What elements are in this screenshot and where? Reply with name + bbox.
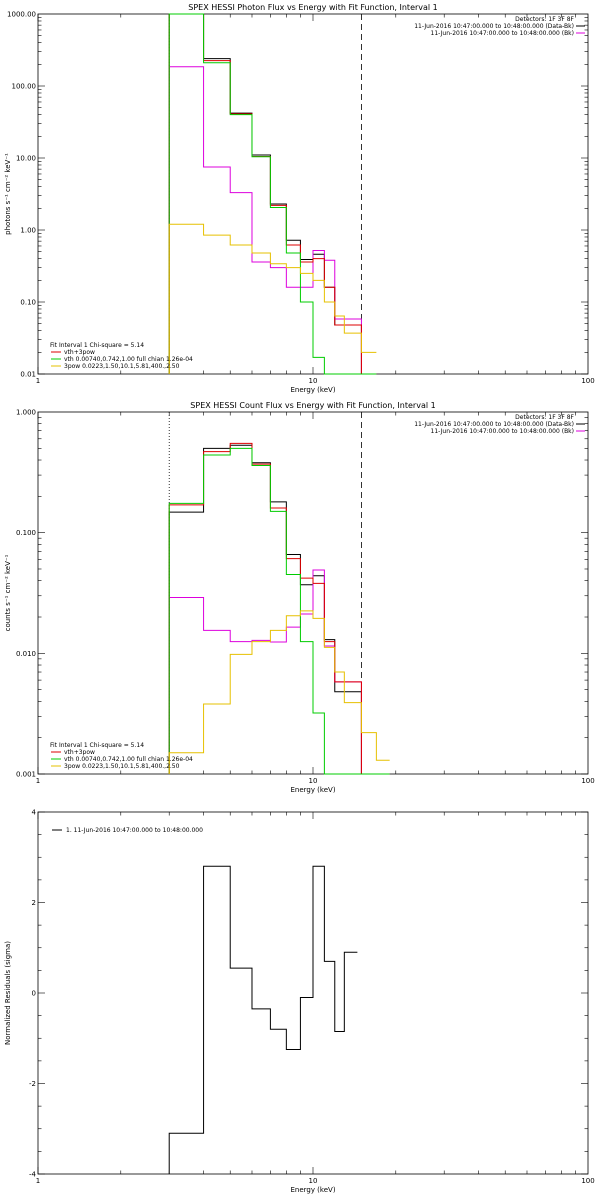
legend-entry: 11-Jun-2016 10:47:00.000 to 10:48:00.000… [414,421,574,428]
legend-bottom: Fit Interval 1 Chi-square = 5.14vth+3pow… [50,342,193,370]
series-line-vth [168,13,377,375]
y-tick-label: 4 [32,809,37,817]
y-axis: 4 2 0 -2 -4 Normalized Residuals (sigma) [4,809,588,1179]
series-line-bk [168,569,390,775]
y-tick-label: 10.00 [16,155,36,163]
series-line-1-11-jun-2016-10-47-00-000-to-10-48-00-000 [168,865,358,1174]
x-tick-label: 10 [309,1177,318,1185]
y-tick-label: 0.010 [16,650,36,658]
y-axis-label: Normalized Residuals (sigma) [4,941,12,1045]
series-line-data-bk [168,444,390,775]
series-line-vth [168,447,390,775]
legend-top: 1. 11-Jun-2016 10:47:00.000 to 10:48:00.… [52,827,203,834]
y-tick-label: 1000.00 [7,11,36,19]
legend-entry: vth 0.00740,0.742,1.00 full chian 1.26e-… [64,756,193,763]
x-tick-label: 1 [36,377,40,385]
y-tick-label: 0.001 [16,771,36,779]
y-tick-label: -2 [29,1080,36,1088]
legend-entry: 11-Jun-2016 10:47:00.000 to 10:48:00.000… [414,23,574,30]
y-tick-label: 0.100 [16,529,36,537]
y-axis-label: counts s⁻¹ cm⁻² keV⁻¹ [4,554,12,631]
series-line-3pow [168,610,390,774]
x-tick-label: 100 [581,777,594,785]
y-axis: 1000.00 100.00 10.00 1.00 0.10 0.01 photons s⁻… [4,11,588,379]
x-axis-label: Energy (keV) [290,786,335,794]
x-axis: 1 10 100 Energy (keV) [36,14,595,394]
chart-panel-2: SPEX HESSI Count Flux vs Energy with Fit… [4,401,595,794]
x-tick-label: 10 [309,777,318,785]
chart-panel-1: SPEX HESSI Photon Flux vs Energy with Fi… [4,3,595,394]
series-line-data-bk [168,13,377,375]
legend-entry: Fit Interval 1 Chi-square = 5.14 [50,742,144,749]
x-tick-label: 100 [581,1177,594,1185]
legend-entry: vth+3pow [64,349,95,356]
x-axis: 1 10 100 Energy (keV) [36,412,595,794]
y-tick-label: 1.00 [20,227,36,235]
series-line-vth-3pow [168,442,390,775]
y-tick-label: 2 [32,899,36,907]
legend-entry: 1. 11-Jun-2016 10:47:00.000 to 10:48:00.… [66,827,203,834]
y-tick-label: 0 [32,990,36,998]
series-line-vth-3pow [168,13,377,375]
legend-entry: Detectors: 1F 3F 8F [515,414,574,421]
y-tick-label: 0.10 [20,299,36,307]
legend-entry: Detectors: 1F 3F 8F [515,16,574,23]
x-axis-label: Energy (keV) [290,386,335,394]
x-tick-label: 1 [36,1177,40,1185]
legend-entry: vth+3pow [64,749,95,756]
series-line-bk [168,66,377,375]
x-tick-label: 10 [309,377,318,385]
legend-entry: 3pow 0.0223,1.50,10.1,5.81,400.,2.50 [64,763,180,770]
y-axis-label: photons s⁻¹ cm⁻² keV⁻¹ [4,153,12,235]
legend-entry: vth 0.00740,0.742,1.00 full chian 1.26e-… [64,356,193,363]
legend-entry: 11-Jun-2016 10:47:00.000 to 10:48:00.000… [431,30,574,37]
y-tick-label: 1.000 [16,409,36,417]
series-group [168,13,377,375]
series-group [168,442,390,775]
y-tick-label: 0.01 [20,371,36,379]
y-tick-label: -4 [29,1171,37,1179]
series-line-3pow [168,223,377,374]
chart-title: SPEX HESSI Photon Flux vs Energy with Fi… [188,3,438,12]
series-group [168,865,358,1174]
legend-entry: 11-Jun-2016 10:47:00.000 to 10:48:00.000… [431,428,574,435]
y-axis: 1.000 0.100 0.010 0.001 counts s⁻¹ cm⁻² keV⁻… [4,409,588,779]
legend-entry: 3pow 0.0223,1.50,10.1,5.81,400.,2.50 [64,363,180,370]
chart-panel-3: 1 10 100 Energy (keV) 4 2 0 -2 -4 Normalized Resi… [4,809,595,1195]
x-tick-label: 1 [36,777,40,785]
x-axis: 1 10 100 Energy (keV) [36,812,595,1194]
legend-bottom: Fit Interval 1 Chi-square = 5.14vth+3pow… [50,742,193,770]
x-tick-label: 100 [581,377,594,385]
chart-title: SPEX HESSI Count Flux vs Energy with Fit… [190,401,435,410]
y-tick-label: 100.00 [12,83,37,91]
x-axis-label: Energy (keV) [290,1186,335,1194]
legend-entry: Fit Interval 1 Chi-square = 5.14 [50,342,144,349]
